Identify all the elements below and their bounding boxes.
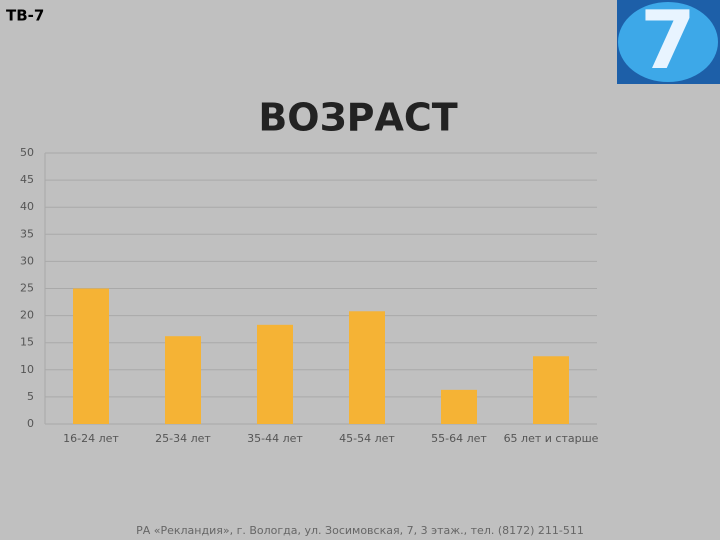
y-tick-label: 40 bbox=[20, 200, 34, 213]
x-tick-label: 65 лет и старше bbox=[504, 432, 599, 445]
x-tick-label: 55-64 лет bbox=[431, 432, 487, 445]
y-tick-label: 30 bbox=[20, 254, 34, 267]
x-tick-label: 35-44 лет bbox=[247, 432, 303, 445]
y-tick-label: 20 bbox=[20, 309, 34, 322]
bar bbox=[257, 324, 293, 424]
x-tick-label: 25-34 лет bbox=[155, 432, 211, 445]
logo: 7 bbox=[617, 0, 720, 87]
bar bbox=[349, 311, 385, 424]
bar bbox=[73, 288, 109, 424]
x-tick-label: 45-54 лет bbox=[339, 432, 395, 445]
y-tick-label: 25 bbox=[20, 282, 34, 295]
chart-title: ВОЗРАСТ bbox=[258, 96, 457, 140]
x-tick-label: 16-24 лет bbox=[63, 432, 119, 445]
logo-text: 7 bbox=[640, 0, 696, 87]
channel-name: ТВ-7 bbox=[6, 7, 44, 25]
bar bbox=[165, 336, 201, 424]
y-tick-label: 50 bbox=[20, 146, 34, 159]
y-tick-label: 45 bbox=[20, 173, 34, 186]
y-tick-label: 0 bbox=[27, 417, 34, 430]
y-tick-label: 15 bbox=[20, 336, 34, 349]
y-tick-label: 35 bbox=[20, 227, 34, 240]
y-tick-label: 5 bbox=[27, 390, 34, 403]
bar bbox=[441, 389, 477, 424]
footer: РА «Рекландия», г. Вологда, ул. Зосимовс… bbox=[136, 524, 584, 537]
logo-swirl bbox=[618, 2, 718, 82]
y-tick-label: 10 bbox=[20, 363, 34, 376]
bar bbox=[533, 356, 569, 424]
